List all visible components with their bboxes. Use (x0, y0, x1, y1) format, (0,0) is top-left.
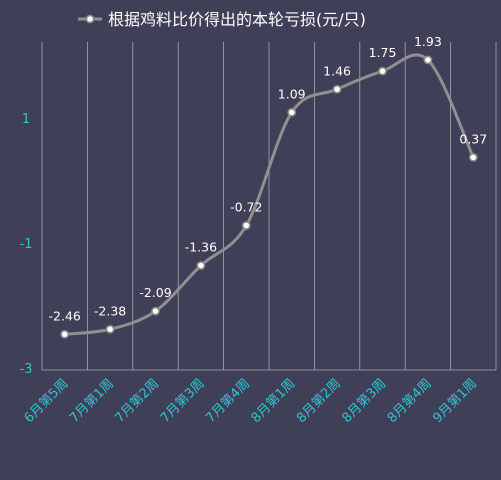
data-label: 0.37 (459, 131, 487, 146)
x-tick-label: 8月第4周 (385, 376, 435, 426)
data-label: -0.72 (230, 200, 262, 215)
legend: 根据鸡料比价得出的本轮亏损(元/只) (78, 10, 366, 29)
x-tick-label: 7月第3周 (158, 376, 208, 426)
data-labels: -2.46 -2.38 -2.09 -1.36 -0.72 1.09 1.46 1.75 1.9… (49, 34, 488, 323)
data-label: 1.09 (278, 86, 306, 101)
data-label: -1.36 (185, 240, 217, 255)
data-point (468, 152, 478, 162)
data-point (60, 329, 70, 339)
y-tick-label: -1 (20, 237, 33, 252)
data-point (196, 261, 206, 270)
y-tick-labels: 1 -1 -3 (20, 112, 33, 377)
data-point (105, 324, 115, 334)
x-tick-labels: 6月第5周7月第1周7月第2周7月第3周7月第4周8月第1周8月第2周8月第3周… (22, 376, 480, 426)
series-line (63, 53, 475, 336)
x-tick-label: 9月第1周 (430, 376, 480, 426)
legend-marker (85, 14, 95, 24)
data-label: -2.09 (139, 285, 171, 300)
gridlines (41, 42, 497, 370)
data-label: -2.38 (94, 303, 126, 318)
data-point (378, 66, 387, 76)
x-tick-label: 7月第4周 (203, 376, 253, 426)
data-label: 1.93 (414, 34, 442, 49)
data-label: -2.46 (49, 308, 81, 323)
x-tick-label: 8月第1周 (249, 376, 299, 426)
y-tick-label: 1 (22, 112, 30, 127)
data-label: 1.75 (369, 45, 397, 60)
series (60, 53, 478, 339)
data-point (423, 55, 433, 65)
data-point (241, 221, 251, 230)
x-tick-label: 7月第2周 (112, 376, 162, 426)
y-tick-label: -3 (20, 362, 33, 377)
x-tick-label: 7月第1周 (67, 376, 117, 426)
data-label: 1.46 (323, 63, 351, 78)
data-point (332, 84, 342, 94)
data-point (151, 306, 160, 316)
legend-label: 根据鸡料比价得出的本轮亏损(元/只) (108, 10, 366, 29)
x-tick-label: 8月第2周 (294, 376, 344, 426)
x-tick-label: 8月第3周 (339, 376, 389, 426)
x-tick-label: 6月第5周 (22, 376, 72, 426)
data-point (287, 107, 297, 117)
